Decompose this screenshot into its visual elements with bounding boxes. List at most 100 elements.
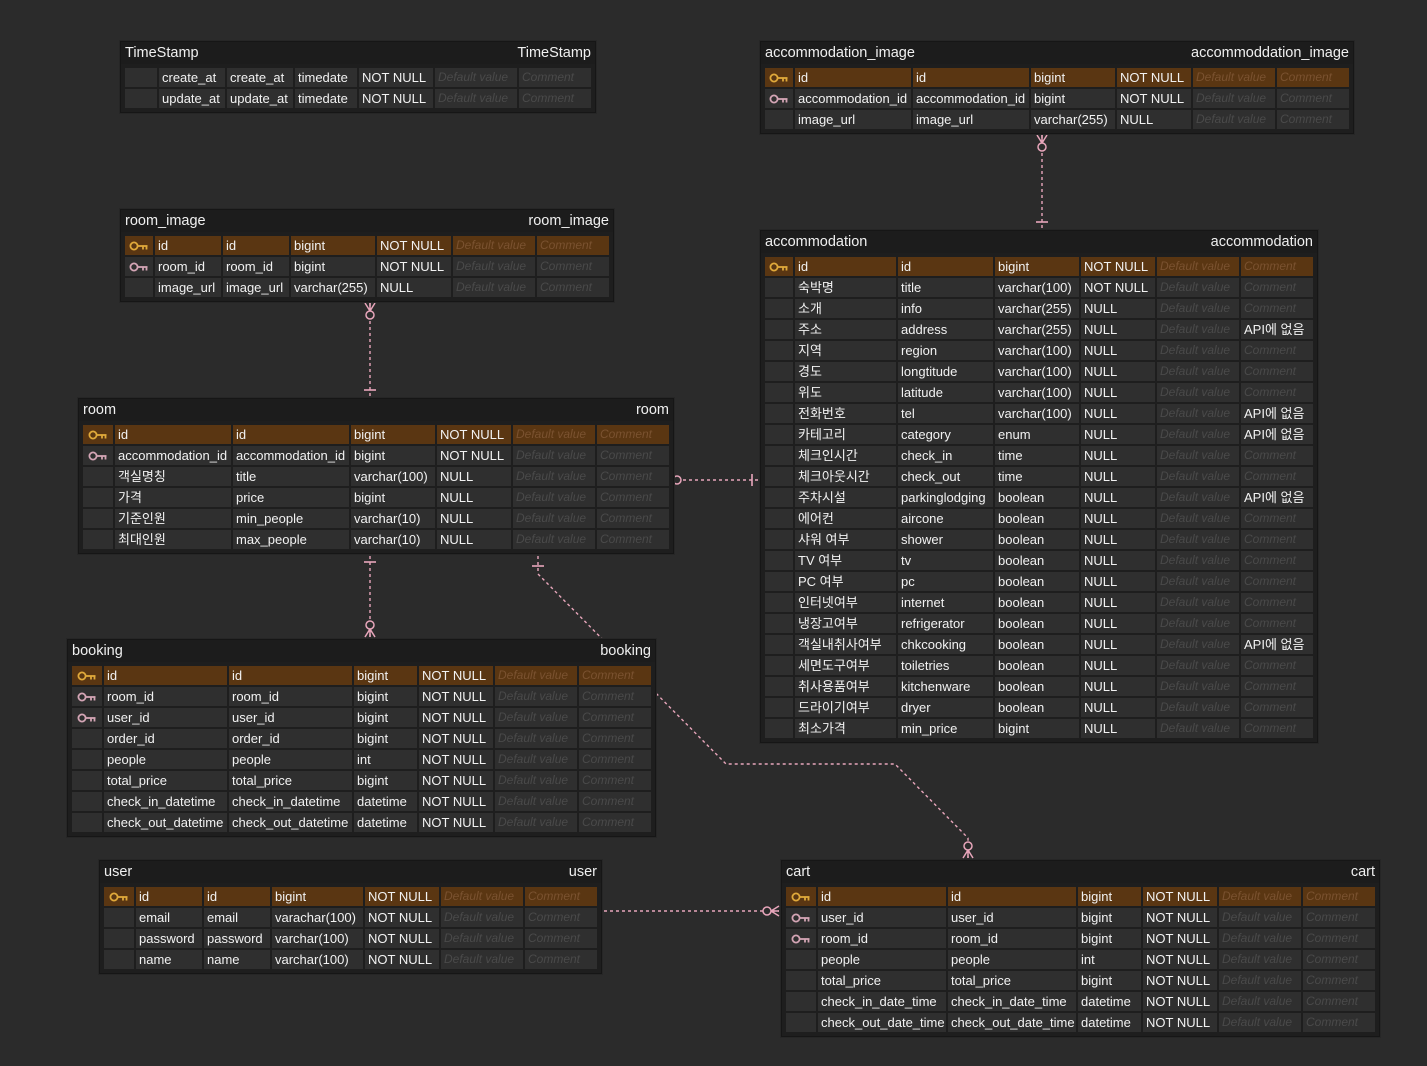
column-name-cell[interactable]: 인터넷여부 — [795, 593, 896, 612]
column-type-cell[interactable]: varchar(255) — [995, 299, 1079, 318]
column-row[interactable]: 에어컨 aircone boolean NULL Default value Commen… — [764, 508, 1314, 529]
column-comment-cell[interactable]: API에 없음 — [1241, 425, 1313, 444]
column-row[interactable]: id id bigint NOT NULL Default value Comment — [785, 886, 1376, 907]
column-default-cell[interactable]: Default value — [1157, 509, 1239, 528]
column-comment-cell[interactable]: Comment — [579, 708, 651, 727]
column-name-cell[interactable]: accommodation_id — [795, 89, 911, 108]
column-name-cell[interactable]: password — [136, 929, 202, 948]
column-field-cell[interactable]: longtitude — [898, 362, 993, 381]
column-type-cell[interactable]: bigint — [354, 687, 417, 706]
column-row[interactable]: total_price total_price bigint NOT NULL Defa… — [71, 770, 652, 791]
column-comment-cell[interactable]: Comment — [1241, 572, 1313, 591]
column-field-cell[interactable]: internet — [898, 593, 993, 612]
table-header[interactable]: room room — [79, 399, 673, 421]
column-default-cell[interactable]: Default value — [1157, 551, 1239, 570]
column-comment-cell[interactable]: Comment — [1277, 68, 1349, 87]
column-default-cell[interactable]: Default value — [1219, 971, 1301, 990]
column-null-cell[interactable]: NULL — [1081, 404, 1155, 423]
column-type-cell[interactable]: varchar(100) — [995, 278, 1079, 297]
column-row[interactable]: TV 여부 tv boolean NULL Default value Comment — [764, 550, 1314, 571]
column-field-cell[interactable]: image_url — [913, 110, 1029, 129]
column-comment-cell[interactable]: Comment — [1241, 362, 1313, 381]
column-field-cell[interactable]: accommodation_id — [913, 89, 1029, 108]
column-comment-cell[interactable]: API에 없음 — [1241, 320, 1313, 339]
column-name-cell[interactable]: id — [795, 68, 911, 87]
column-field-cell[interactable]: region — [898, 341, 993, 360]
column-name-cell[interactable]: room_id — [155, 257, 221, 276]
column-comment-cell[interactable]: Comment — [1241, 278, 1313, 297]
column-field-cell[interactable]: info — [898, 299, 993, 318]
column-name-cell[interactable]: image_url — [155, 278, 221, 297]
table-header[interactable]: room_image room_image — [121, 210, 613, 232]
column-field-cell[interactable]: total_price — [948, 971, 1076, 990]
column-name-cell[interactable]: name — [136, 950, 202, 969]
column-name-cell[interactable]: id — [136, 887, 202, 906]
column-default-cell[interactable]: Default value — [1219, 929, 1301, 948]
column-null-cell[interactable]: NOT NULL — [419, 687, 493, 706]
column-name-cell[interactable]: 최소가격 — [795, 719, 896, 738]
column-comment-cell[interactable]: Comment — [1303, 929, 1375, 948]
column-field-cell[interactable]: check_in_date_time — [948, 992, 1076, 1011]
column-default-cell[interactable]: Default value — [1219, 887, 1301, 906]
column-name-cell[interactable]: 취사용품여부 — [795, 677, 896, 696]
column-comment-cell[interactable]: Comment — [537, 257, 609, 276]
column-field-cell[interactable]: price — [233, 488, 349, 507]
column-row[interactable]: 가격 price bigint NULL Default value Comment — [82, 487, 670, 508]
column-comment-cell[interactable]: Comment — [579, 729, 651, 748]
column-row[interactable]: check_in_date_time check_in_date_time date… — [785, 991, 1376, 1012]
column-default-cell[interactable]: Default value — [495, 729, 577, 748]
column-row[interactable]: 인터넷여부 internet boolean NULL Default value Com… — [764, 592, 1314, 613]
column-comment-cell[interactable]: Comment — [1241, 509, 1313, 528]
column-type-cell[interactable]: varchar(10) — [351, 509, 435, 528]
column-type-cell[interactable]: varchar(100) — [272, 950, 363, 969]
column-default-cell[interactable]: Default value — [1219, 992, 1301, 1011]
table-header[interactable]: booking booking — [68, 640, 655, 662]
column-null-cell[interactable]: NOT NULL — [365, 950, 439, 969]
column-null-cell[interactable]: NULL — [437, 467, 511, 486]
column-comment-cell[interactable]: Comment — [1303, 950, 1375, 969]
column-row[interactable]: 최소가격 min_price bigint NULL Default value Comm… — [764, 718, 1314, 739]
column-null-cell[interactable]: NOT NULL — [419, 666, 493, 685]
column-null-cell[interactable]: NULL — [1081, 614, 1155, 633]
column-comment-cell[interactable]: Comment — [1303, 887, 1375, 906]
column-type-cell[interactable]: varchar(100) — [351, 467, 435, 486]
column-default-cell[interactable]: Default value — [495, 792, 577, 811]
column-comment-cell[interactable]: Comment — [1241, 383, 1313, 402]
column-name-cell[interactable]: order_id — [104, 729, 227, 748]
column-comment-cell[interactable]: Comment — [1241, 446, 1313, 465]
column-row[interactable]: image_url image_url varchar(255) NULL Defaul… — [124, 277, 610, 298]
column-type-cell[interactable]: bigint — [351, 446, 435, 465]
column-field-cell[interactable]: id — [898, 257, 993, 276]
column-comment-cell[interactable]: API에 없음 — [1241, 404, 1313, 423]
column-field-cell[interactable]: min_price — [898, 719, 993, 738]
column-field-cell[interactable]: tv — [898, 551, 993, 570]
column-comment-cell[interactable]: Comment — [579, 771, 651, 790]
column-null-cell[interactable]: NOT NULL — [365, 929, 439, 948]
table-accommodation[interactable]: accommodation accommodation id id bigint NOT … — [760, 230, 1318, 743]
column-null-cell[interactable]: NULL — [1081, 320, 1155, 339]
column-type-cell[interactable]: bigint — [354, 666, 417, 685]
column-comment-cell[interactable]: Comment — [537, 278, 609, 297]
column-name-cell[interactable]: 경도 — [795, 362, 896, 381]
column-comment-cell[interactable]: Comment — [579, 792, 651, 811]
column-type-cell[interactable]: bigint — [291, 257, 375, 276]
column-type-cell[interactable]: boolean — [995, 656, 1079, 675]
column-comment-cell[interactable]: API에 없음 — [1241, 488, 1313, 507]
column-comment-cell[interactable]: Comment — [597, 467, 669, 486]
column-comment-cell[interactable]: Comment — [1241, 257, 1313, 276]
column-null-cell[interactable]: NULL — [1081, 383, 1155, 402]
column-default-cell[interactable]: Default value — [1157, 341, 1239, 360]
column-type-cell[interactable]: varchar(100) — [995, 404, 1079, 423]
column-default-cell[interactable]: Default value — [1157, 425, 1239, 444]
column-type-cell[interactable]: bigint — [351, 425, 435, 444]
column-row[interactable]: create_at create_at timedate NOT NULL Defaul… — [124, 67, 592, 88]
column-comment-cell[interactable]: Comment — [1303, 971, 1375, 990]
column-comment-cell[interactable]: API에 없음 — [1241, 635, 1313, 654]
column-type-cell[interactable]: bigint — [1078, 971, 1141, 990]
column-row[interactable]: check_out_date_time check_out_date_time da… — [785, 1012, 1376, 1033]
column-comment-cell[interactable]: Comment — [525, 908, 597, 927]
column-field-cell[interactable]: check_out_date_time — [948, 1013, 1076, 1032]
column-row[interactable]: room_id room_id bigint NOT NULL Default valu… — [124, 256, 610, 277]
column-null-cell[interactable]: NULL — [1081, 446, 1155, 465]
column-field-cell[interactable]: check_in_datetime — [229, 792, 352, 811]
